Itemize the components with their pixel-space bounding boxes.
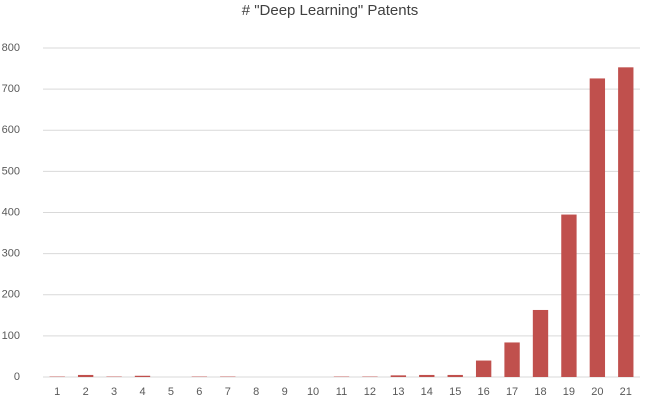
x-tick-label: 6 — [196, 386, 202, 398]
bar — [589, 78, 606, 378]
bar — [618, 67, 634, 378]
bar — [532, 309, 549, 377]
x-tick-label: 13 — [392, 386, 404, 398]
y-tick-label: 500 — [2, 165, 20, 177]
x-tick-label: 9 — [282, 386, 288, 398]
y-tick-label: 800 — [2, 42, 20, 54]
x-tick-label: 18 — [534, 386, 546, 398]
y-tick-label: 0 — [14, 371, 20, 383]
y-tick-label: 400 — [2, 206, 20, 218]
x-tick-label: 3 — [111, 386, 117, 398]
x-tick-label: 17 — [506, 386, 518, 398]
x-tick-label: 16 — [478, 386, 490, 398]
bar — [504, 342, 520, 377]
y-tick-label: 700 — [2, 83, 20, 95]
x-tick-label: 2 — [83, 386, 89, 398]
x-tick-label: 12 — [364, 386, 376, 398]
y-tick-label: 100 — [2, 330, 20, 342]
x-tick-label: 11 — [336, 386, 347, 398]
x-tick-label: 21 — [620, 386, 632, 398]
y-tick-label: 300 — [2, 248, 20, 260]
x-tick-label: 4 — [139, 386, 145, 398]
x-tick-label: 5 — [168, 386, 174, 398]
y-tick-label: 600 — [2, 124, 20, 136]
bar — [561, 214, 577, 377]
bar — [77, 374, 94, 377]
bar — [475, 360, 492, 377]
bar — [447, 374, 463, 377]
x-tick-label: 10 — [307, 386, 319, 398]
x-tick-label: 7 — [225, 386, 231, 398]
chart-title: # "Deep Learning" Patents — [242, 2, 419, 19]
x-tick-label: 19 — [563, 386, 575, 398]
y-tick-label: 200 — [2, 289, 20, 301]
x-tick-label: 1 — [54, 386, 60, 398]
bar — [390, 375, 407, 377]
x-tick-label: 8 — [253, 386, 259, 398]
bar — [134, 375, 151, 377]
bar — [419, 374, 435, 377]
x-tick-label: 14 — [421, 386, 433, 398]
x-tick-label: 15 — [449, 386, 461, 398]
x-tick-label: 20 — [591, 386, 603, 398]
